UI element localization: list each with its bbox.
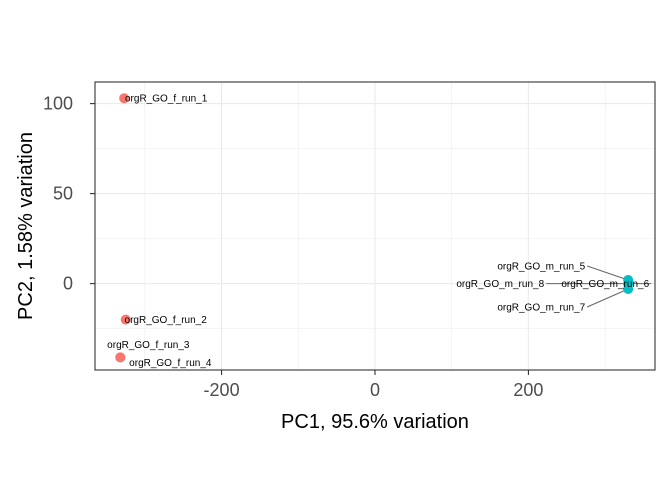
x-tick-label: -200 [204,380,240,400]
data-point [119,93,130,104]
point-label: orgR_GO_f_run_3 [107,340,190,351]
point-label: orgR_GO_m_run_6 [561,279,649,290]
y-tick-label: 100 [43,94,73,114]
data-point [623,278,634,289]
y-tick-label: 50 [53,184,73,204]
point-label: orgR_GO_m_run_7 [497,303,585,314]
label-leader-line [586,265,629,281]
x-tick-label: 0 [370,380,380,400]
data-point [120,314,131,325]
x-tick-label: 200 [513,380,543,400]
y-tick-label: 0 [63,274,73,294]
point-label: orgR_GO_f_run_1 [125,94,208,105]
point-label: orgR_GO_f_run_2 [125,315,208,326]
x-axis-title: PC1, 95.6% variation [281,411,469,433]
point-label: orgR_GO_m_run_8 [456,279,544,290]
point-label: orgR_GO_f_run_4 [129,358,212,369]
label-leader-lines [546,265,652,308]
point-label: orgR_GO_m_run_5 [497,262,585,273]
y-axis-title: PC2, 1.58% variation [15,132,37,320]
data-points [115,93,634,363]
point-labels: orgR_GO_f_run_1 orgR_GO_f_run_2 orgR_GO_f_… [107,94,649,369]
label-leader-line [586,288,629,308]
data-point [115,352,126,363]
axes: -200 0 200 0 50 100 [43,94,543,400]
